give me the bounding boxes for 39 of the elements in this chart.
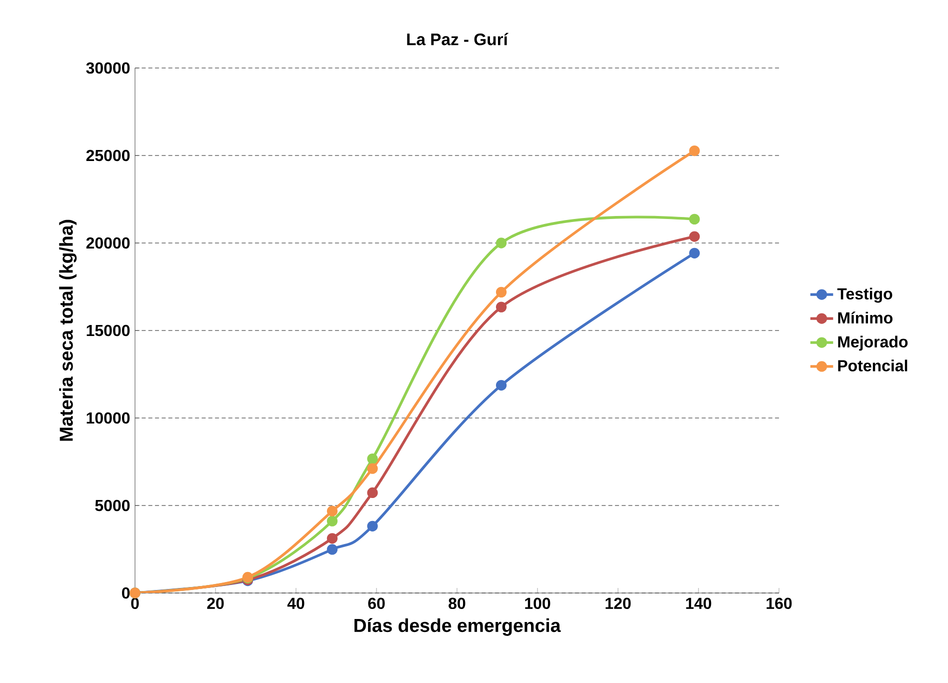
x-tick-label: 40 (287, 598, 304, 610)
legend-label: Mejorado (838, 336, 908, 351)
point (367, 520, 378, 532)
legend-label: Mínimo (838, 312, 892, 324)
x-tick-label: 20 (207, 598, 224, 610)
point (496, 238, 507, 248)
point (496, 302, 507, 312)
legend-label: Testigo (837, 288, 892, 303)
point (689, 248, 700, 258)
point (326, 506, 338, 516)
point (689, 145, 700, 156)
x-tick-label: 140 (686, 598, 712, 610)
x-tick-label: 100 (525, 598, 550, 610)
y-tick-label: 5000 (95, 500, 130, 512)
x-tick-label: 160 (766, 598, 792, 610)
x-tick-label: 60 (368, 598, 385, 610)
point (367, 453, 378, 464)
point (326, 516, 338, 526)
point (326, 533, 338, 544)
x-tick-label: 80 (448, 598, 466, 610)
x-tick-label: 120 (606, 598, 631, 610)
y-tick-label: 30000 (86, 62, 130, 74)
point (496, 380, 507, 391)
point (367, 487, 378, 498)
y-tick-label: 10000 (86, 412, 130, 424)
point (689, 214, 700, 225)
legend-label: Potencial (838, 360, 908, 372)
point (326, 544, 338, 555)
point (496, 286, 507, 298)
point (367, 463, 378, 474)
y-axis-title: Materia seca total (kg/ha) (59, 220, 77, 441)
y-tick-label: 25000 (86, 150, 130, 162)
x-axis-title: Días desde emergencia (354, 618, 561, 636)
x-tick-label: 0 (131, 598, 139, 610)
point (689, 231, 700, 242)
y-tick-label: 20000 (86, 237, 130, 249)
y-tick-label: 0 (122, 587, 130, 599)
chart-title: La Paz - Gurí (407, 32, 508, 46)
y-tick-label: 15000 (86, 324, 130, 336)
